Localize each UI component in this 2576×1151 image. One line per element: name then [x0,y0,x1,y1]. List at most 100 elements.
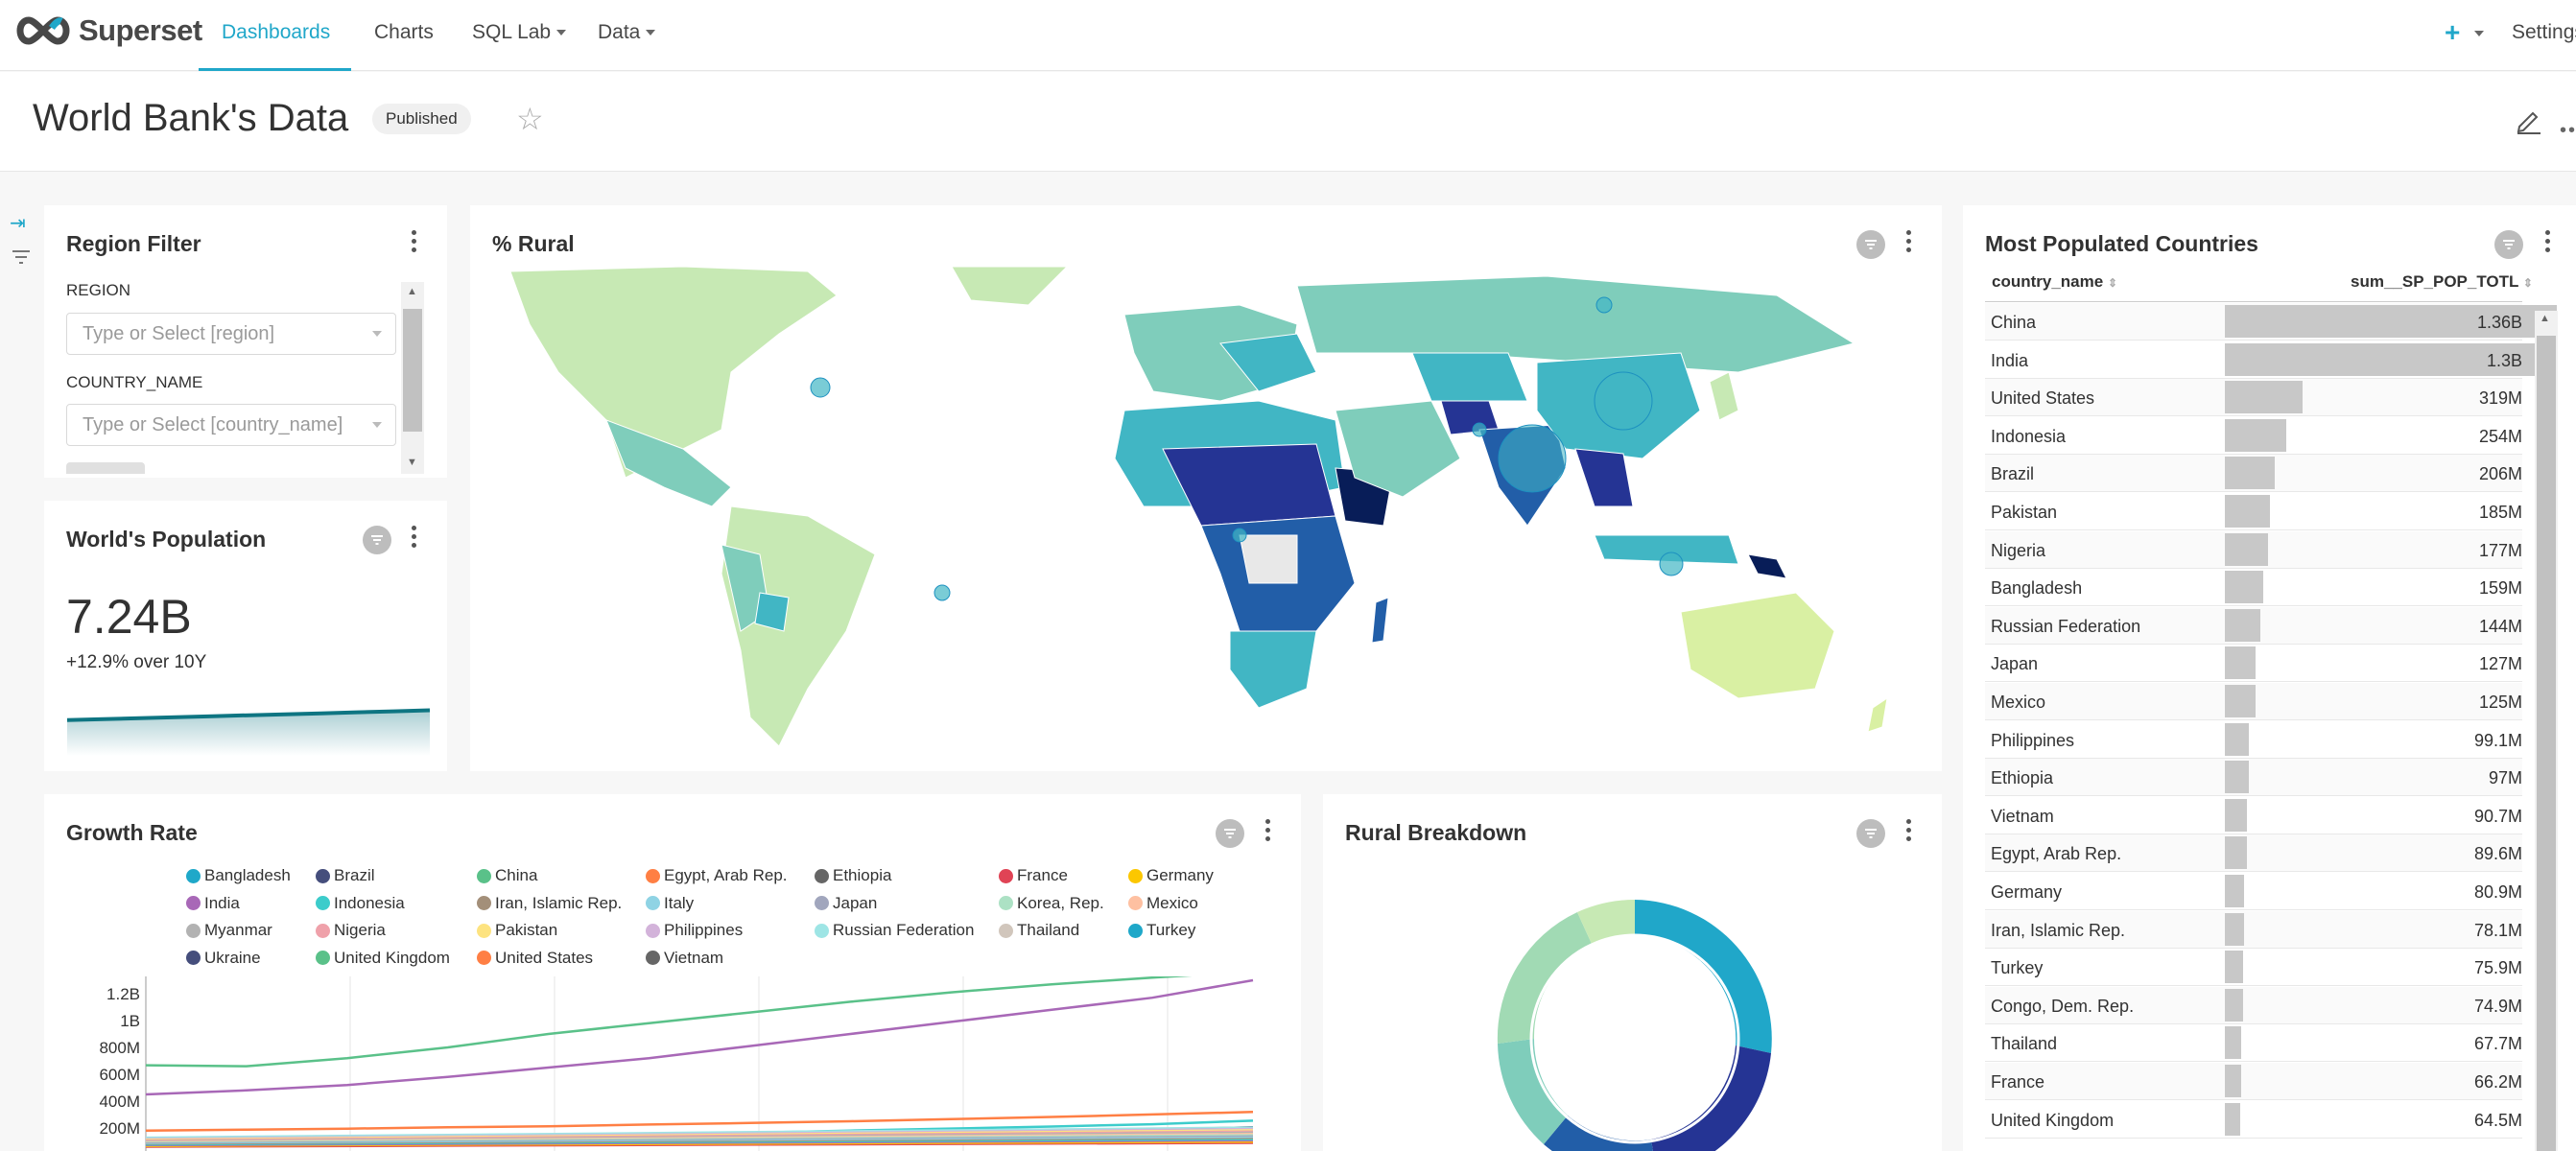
table-row[interactable]: Iran, Islamic Rep. 78.1M [1985,910,2522,949]
series-line[interactable] [145,1128,1254,1139]
legend-item[interactable]: Ukraine [186,949,261,968]
filter-indicator-icon[interactable] [1856,819,1885,848]
region-select[interactable]: Type or Select [region] [66,313,396,355]
scrollbar-thumb[interactable] [2537,336,2556,1151]
sunburst-chart[interactable] [1486,890,1784,1151]
edit-pencil-icon[interactable] [2514,106,2542,139]
series-line[interactable] [145,1142,1254,1148]
filter-icon[interactable] [12,249,31,270]
more-options-icon[interactable]: •• [2560,120,2576,141]
series-line[interactable] [145,1126,1254,1139]
table-row[interactable]: Congo, Dem. Rep. 74.9M [1985,986,2522,1024]
filter-indicator-icon[interactable] [1856,230,1885,259]
kebab-menu-icon[interactable] [2542,230,2552,255]
scroll-up-icon[interactable]: ▲ [2540,313,2550,324]
legend-item[interactable]: Bangladesh [186,866,291,885]
kebab-menu-icon[interactable] [1903,819,1913,844]
legend-item[interactable]: India [186,894,240,913]
nav-charts[interactable]: Charts [374,21,434,43]
series-line[interactable] [145,1132,1254,1142]
nav-dashboards[interactable]: Dashboards [222,21,331,43]
filter-indicator-icon[interactable] [2494,230,2523,259]
legend-item[interactable]: Vietnam [646,949,723,968]
nav-settings[interactable]: Settings [2512,21,2576,43]
legend-item[interactable]: China [477,866,537,885]
series-line[interactable] [145,1127,1254,1139]
scroll-up-icon[interactable]: ▲ [407,286,417,297]
legend-item[interactable]: Mexico [1128,894,1198,913]
filter-indicator-icon[interactable] [363,526,391,554]
series-line[interactable] [145,1139,1254,1146]
legend-item[interactable]: Italy [646,894,694,913]
legend-item[interactable]: Turkey [1128,921,1195,940]
legend-item[interactable]: Philippines [646,921,743,940]
table-row[interactable]: France 66.2M [1985,1063,2522,1100]
kebab-menu-icon[interactable] [1903,230,1913,255]
legend-item[interactable]: Myanmar [186,921,272,940]
legend-item[interactable]: Japan [815,894,877,913]
series-line[interactable] [145,976,1253,1068]
legend-item[interactable]: Iran, Islamic Rep. [477,894,622,913]
legend-item[interactable]: Korea, Rep. [999,894,1104,913]
table-row[interactable]: United Kingdom 64.5M [1985,1100,2522,1139]
clipped-button[interactable] [66,462,145,474]
legend-item[interactable]: Brazil [316,866,375,885]
series-line[interactable] [145,1140,1254,1147]
growth-line-chart[interactable]: 1.2B 1B 800M 600M 400M 200M [44,976,1301,1151]
table-row[interactable]: Japan 127M [1985,645,2522,683]
table-row[interactable]: Ethiopia 97M [1985,759,2522,797]
table-row[interactable]: Germany 80.9M [1985,873,2522,910]
table-row[interactable]: Pakistan 185M [1985,493,2522,530]
legend-item[interactable]: Pakistan [477,921,557,940]
column-header-population[interactable]: sum__SP_POP_TOTL ⇕ [2351,272,2533,292]
legend-item[interactable]: Ethiopia [815,866,891,885]
expand-filter-bar-icon[interactable]: ⇥ [10,213,26,234]
legend-item[interactable]: Russian Federation [815,921,974,940]
table-row[interactable]: Turkey 75.9M [1985,949,2522,987]
table-row[interactable]: Russian Federation 144M [1985,606,2522,645]
legend-item[interactable]: Thailand [999,921,1079,940]
table-row[interactable]: Nigeria 177M [1985,530,2522,569]
table-row[interactable]: Thailand 67.7M [1985,1024,2522,1063]
table-row[interactable]: Egypt, Arab Rep. 89.6M [1985,834,2522,873]
column-header-country-name[interactable]: country_name ⇕ [1992,272,2117,292]
nav-sql-lab[interactable]: SQL Lab [472,21,567,44]
series-line[interactable] [145,1135,1254,1143]
legend-item[interactable]: Germany [1128,866,1214,885]
filter-indicator-icon[interactable] [1216,819,1244,848]
table-row[interactable]: Mexico 125M [1985,683,2522,720]
legend-item[interactable]: Egypt, Arab Rep. [646,866,788,885]
scroll-down-icon[interactable]: ▼ [407,457,417,468]
scrollbar-thumb[interactable] [403,309,422,432]
new-item-button[interactable]: + [2445,17,2461,47]
kebab-menu-icon[interactable] [409,526,418,551]
series-line[interactable] [145,1138,1254,1145]
series-line[interactable] [145,1136,1254,1144]
series-line[interactable] [145,1134,1254,1143]
legend-item[interactable]: Indonesia [316,894,405,913]
series-line[interactable] [145,1130,1254,1140]
country-name-select[interactable]: Type or Select [country_name] [66,404,396,446]
legend-item[interactable]: United Kingdom [316,949,450,968]
world-map[interactable] [491,267,1921,762]
legend-item[interactable]: United States [477,949,593,968]
table-row[interactable]: China 1.36B [1985,303,2557,341]
series-line[interactable] [145,1139,1254,1147]
table-row[interactable]: Bangladesh 159M [1985,569,2522,607]
kebab-menu-icon[interactable] [409,230,418,255]
kebab-menu-icon[interactable] [1263,819,1272,844]
nav-data[interactable]: Data [598,21,656,44]
series-line[interactable] [145,978,1254,1096]
superset-logo[interactable]: Superset [13,13,202,48]
table-row[interactable]: Indonesia 254M [1985,416,2522,455]
table-row[interactable]: United States 319M [1985,379,2522,417]
series-line[interactable] [145,1131,1254,1141]
table-row[interactable]: India 1.3B [1985,341,2541,379]
table-row[interactable]: Vietnam 90.7M [1985,796,2522,834]
favorite-star-icon[interactable]: ☆ [516,102,544,136]
legend-item[interactable]: France [999,866,1068,885]
legend-item[interactable]: Nigeria [316,921,386,940]
table-row[interactable]: Brazil 206M [1985,455,2522,493]
dashboard-title[interactable]: World Bank's Data [33,97,349,139]
table-row[interactable]: Philippines 99.1M [1985,720,2522,759]
